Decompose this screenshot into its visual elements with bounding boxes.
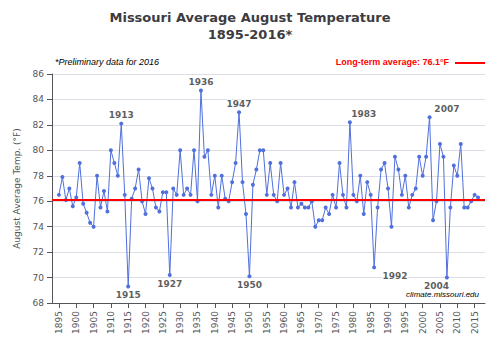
svg-text:1992: 1992 [382, 271, 407, 281]
svg-text:1905: 1905 [89, 311, 99, 334]
svg-text:68: 68 [33, 298, 45, 308]
svg-text:82: 82 [33, 120, 44, 130]
svg-text:2010: 2010 [452, 311, 462, 334]
svg-text:1913: 1913 [109, 110, 134, 120]
svg-text:1950: 1950 [237, 280, 262, 290]
svg-text:80: 80 [33, 145, 45, 155]
svg-text:86: 86 [33, 69, 45, 79]
svg-text:1983: 1983 [351, 109, 376, 119]
svg-text:1990: 1990 [383, 311, 393, 334]
svg-text:1935: 1935 [192, 311, 202, 334]
svg-text:1940: 1940 [210, 311, 220, 334]
svg-text:1915: 1915 [123, 311, 133, 334]
svg-text:84: 84 [33, 94, 45, 104]
svg-text:Missouri Average August Temper: Missouri Average August Temperature [109, 10, 390, 25]
svg-text:1975: 1975 [331, 311, 341, 334]
svg-text:76: 76 [33, 196, 45, 206]
svg-text:1950: 1950 [244, 311, 254, 334]
svg-text:2007: 2007 [434, 104, 459, 114]
svg-text:2005: 2005 [435, 311, 445, 334]
svg-text:1915: 1915 [116, 290, 141, 300]
svg-text:2004: 2004 [424, 281, 449, 292]
svg-text:*Preliminary data for 2016: *Preliminary data for 2016 [55, 57, 159, 67]
svg-text:Long-term average: 76.1°F: Long-term average: 76.1°F [336, 57, 450, 67]
svg-text:2015: 2015 [470, 311, 480, 334]
svg-text:1947: 1947 [227, 99, 252, 109]
svg-text:78: 78 [33, 171, 45, 181]
svg-text:climate.missouri.edu: climate.missouri.edu [406, 290, 479, 299]
svg-text:1895: 1895 [54, 311, 64, 334]
svg-text:1985: 1985 [366, 311, 376, 334]
svg-text:1895-2016*: 1895-2016* [208, 27, 293, 42]
svg-text:1936: 1936 [188, 77, 213, 87]
svg-text:1910: 1910 [106, 311, 116, 334]
svg-text:2000: 2000 [418, 311, 428, 334]
svg-text:1927: 1927 [157, 279, 182, 289]
svg-text:August Average Temp. (°F): August Average Temp. (°F) [12, 128, 22, 249]
svg-text:1900: 1900 [71, 311, 81, 334]
svg-text:1955: 1955 [262, 311, 272, 334]
svg-text:1925: 1925 [158, 311, 168, 334]
svg-text:1960: 1960 [279, 311, 289, 334]
svg-text:1970: 1970 [314, 311, 324, 334]
svg-text:1930: 1930 [175, 311, 185, 334]
svg-text:1995: 1995 [400, 311, 410, 334]
svg-text:1965: 1965 [296, 311, 306, 334]
svg-text:72: 72 [33, 247, 44, 257]
svg-text:1920: 1920 [141, 311, 151, 334]
svg-text:74: 74 [33, 222, 45, 232]
svg-text:1980: 1980 [348, 311, 358, 334]
svg-text:1945: 1945 [227, 311, 237, 334]
svg-text:70: 70 [33, 273, 45, 283]
